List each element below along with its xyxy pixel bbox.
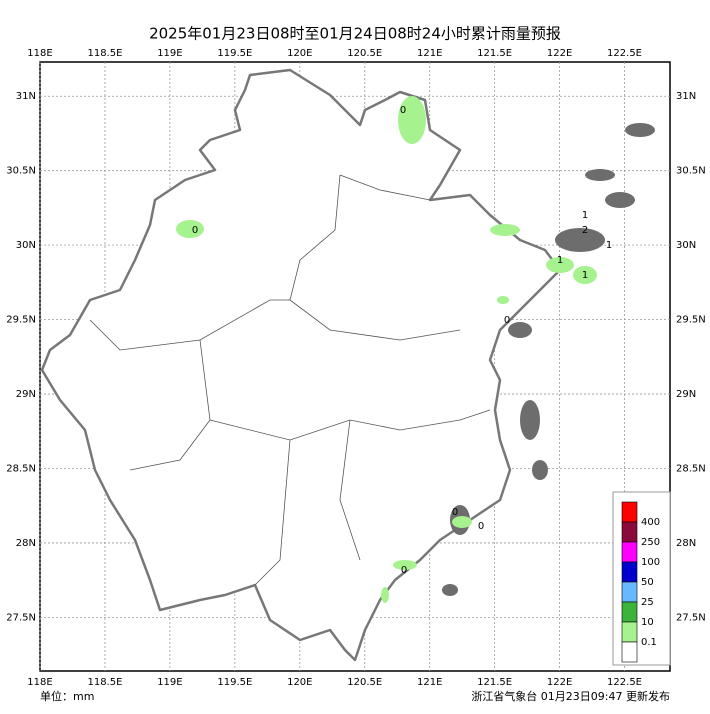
lon-label-bottom: 118.5E (87, 677, 122, 688)
legend: 400 250 100 50 25 10 0.1 (612, 491, 671, 666)
lon-label-top: 119E (157, 48, 182, 59)
lat-label-right: 30N (676, 240, 696, 251)
legend-label: 400 (641, 517, 660, 528)
lon-label-top: 120E (287, 48, 312, 59)
legend-swatch (621, 541, 638, 563)
rain-label: 0 (478, 521, 484, 532)
legend-label: 50 (641, 577, 654, 588)
legend-label: 10 (641, 617, 654, 628)
legend-swatch (621, 621, 638, 643)
rain-label: 0 (401, 565, 407, 576)
unit: 单位：mm (40, 689, 94, 703)
lat-label-right: 28.5N (676, 463, 706, 474)
lon-label-top: 118E (27, 48, 52, 59)
lon-label-bottom: 122E (547, 677, 572, 688)
lon-label-top: 122E (547, 48, 572, 59)
lon-label-bottom: 119E (157, 677, 182, 688)
lon-label-bottom: 120E (287, 677, 312, 688)
lat-label-left: 30.5N (6, 166, 36, 177)
rain-areas (176, 96, 597, 603)
rain-label: 1 (582, 270, 588, 281)
legend-label: 25 (641, 597, 654, 608)
province-outline (40, 68, 562, 662)
lon-label-bottom: 118E (27, 677, 52, 688)
legend-label: 250 (641, 537, 660, 548)
legend-swatch (621, 601, 638, 623)
legend-swatch (621, 641, 638, 663)
rain-label: 0 (400, 105, 406, 116)
lat-label-left: 30N (16, 240, 36, 251)
lon-label-bottom: 122.5E (607, 677, 642, 688)
legend-swatch (621, 561, 638, 583)
lon-label-top: 122.5E (607, 48, 642, 59)
lon-label-bottom: 121E (417, 677, 442, 688)
rain-label: 1 (557, 255, 563, 266)
rain-label: 1 (606, 240, 612, 251)
lon-label-bottom: 121.5E (477, 677, 512, 688)
legend-swatch (621, 581, 638, 603)
lat-label-right: 30.5N (676, 166, 706, 177)
lat-label-left: 29.5N (6, 315, 36, 326)
lat-label-left: 28N (16, 538, 36, 549)
rain-label: 0 (452, 507, 458, 518)
lon-label-bottom: 120.5E (347, 677, 382, 688)
title: 2025年01月23日08时至01月24日08时24小时累计雨量预报 (149, 25, 561, 43)
rain-label: 0 (504, 315, 510, 326)
lat-label-right: 28N (676, 538, 696, 549)
rain-label: 1 (582, 210, 588, 221)
lat-label-right: 29N (676, 389, 696, 400)
lon-label-top: 120.5E (347, 48, 382, 59)
legend-swatch (621, 521, 638, 543)
lat-label-right: 27.5N (676, 612, 706, 623)
lon-label-top: 118.5E (87, 48, 122, 59)
rain-label: 0 (192, 225, 198, 236)
lon-label-top: 121.5E (477, 48, 512, 59)
lat-label-right: 29.5N (676, 315, 706, 326)
rain-label: 2 (582, 225, 588, 236)
rain-labels: 0 0 0 0 0 0 1 2 1 1 1 (192, 105, 612, 576)
legend-swatch (621, 501, 638, 523)
lat-label-right: 31N (676, 91, 696, 102)
lon-label-bottom: 119.5E (217, 677, 252, 688)
lat-label-left: 31N (16, 91, 36, 102)
lat-label-left: 27.5N (6, 612, 36, 623)
lon-label-top: 121E (417, 48, 442, 59)
footer: 浙江省气象台 01月23日09:47 更新发布 (471, 689, 670, 703)
legend-label: 100 (641, 557, 660, 568)
lat-label-left: 28.5N (6, 463, 36, 474)
lat-label-left: 29N (16, 389, 36, 400)
legend-label: 0.1 (641, 637, 657, 648)
city-borders (89, 174, 491, 586)
lon-label-top: 119.5E (217, 48, 252, 59)
